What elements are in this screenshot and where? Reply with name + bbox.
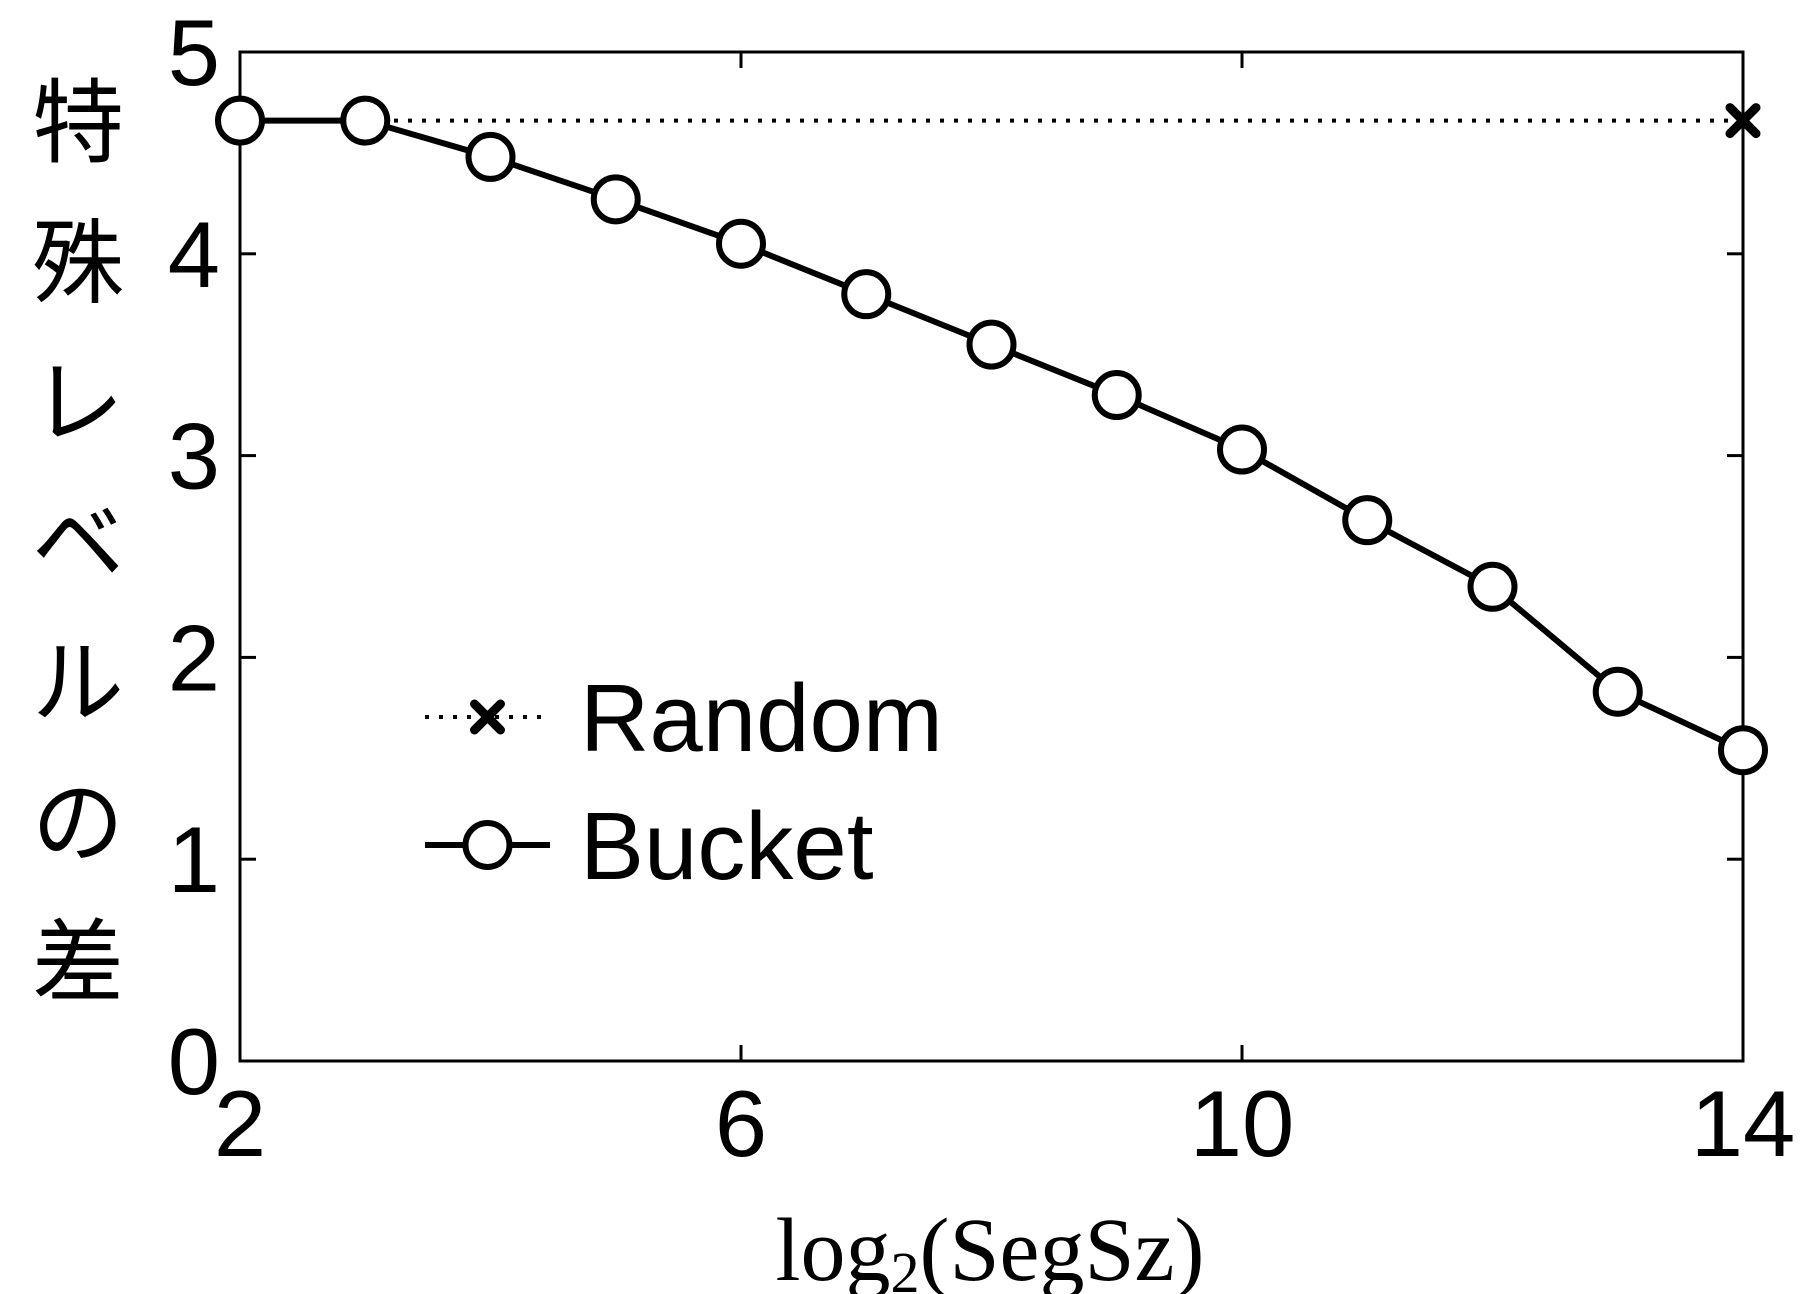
y-axis-label-char: ル bbox=[32, 630, 124, 737]
legend-random-marker bbox=[470, 699, 505, 735]
bucket-point bbox=[1342, 495, 1393, 546]
bucket-line bbox=[240, 117, 1745, 753]
series-random bbox=[222, 103, 1761, 139]
y-tick-label: 2 bbox=[168, 605, 220, 710]
plot-frame bbox=[238, 50, 1745, 1063]
bucket-point bbox=[1217, 424, 1267, 475]
x-axis-label: log2(SegSz) bbox=[776, 1201, 1205, 1294]
legend-random-label: Random bbox=[580, 665, 943, 772]
series-bucket bbox=[215, 95, 1768, 776]
y-axis-label-char: の bbox=[32, 770, 124, 877]
bucket-point bbox=[1467, 561, 1518, 612]
x-tick-label: 2 bbox=[214, 1071, 266, 1176]
y-axis-label-char: レ bbox=[32, 350, 124, 457]
y-axis-label-char: 差 bbox=[32, 910, 124, 1017]
series-layer bbox=[215, 95, 1768, 776]
bucket-point bbox=[465, 131, 516, 182]
y-tick-label: 4 bbox=[168, 202, 220, 307]
bucket-point bbox=[340, 95, 391, 146]
bucket-point bbox=[1718, 725, 1768, 776]
x-axis-label-subscript: 2 bbox=[891, 1240, 920, 1294]
x-axis-label-argument: (SegSz) bbox=[920, 1201, 1205, 1294]
y-axis-label-char: ベ bbox=[32, 490, 124, 597]
random-point bbox=[1725, 103, 1761, 139]
y-tick-label: 0 bbox=[168, 1009, 220, 1114]
x-tick-label: 10 bbox=[1190, 1071, 1295, 1176]
bucket-point bbox=[716, 218, 766, 269]
x-tick-label: 6 bbox=[715, 1071, 767, 1176]
bucket-point bbox=[1091, 370, 1142, 421]
bucket-point bbox=[966, 319, 1017, 370]
y-tick-label: 1 bbox=[168, 807, 220, 912]
y-axis-label-char: 特 bbox=[32, 70, 124, 177]
legend: Random Bucket bbox=[425, 665, 943, 900]
x-axis-label-log: log bbox=[776, 1201, 891, 1294]
bucket-point bbox=[841, 269, 892, 320]
axis-tick-labels: 2 6 10 14 0 1 2 3 4 5 bbox=[168, 0, 1796, 1176]
x-tick-label: 14 bbox=[1691, 1071, 1796, 1176]
legend-bucket-label: Bucket bbox=[580, 793, 873, 900]
bucket-point bbox=[590, 174, 641, 225]
y-axis-label: 特 殊 レ ベ ル の 差 bbox=[32, 70, 124, 1017]
legend-bucket-marker bbox=[462, 820, 513, 870]
y-tick-label: 5 bbox=[168, 0, 220, 105]
bucket-point bbox=[215, 95, 265, 146]
axis-ticks bbox=[238, 50, 1745, 1063]
y-axis-label-char: 殊 bbox=[32, 210, 124, 317]
bucket-point bbox=[1592, 666, 1643, 717]
y-tick-label: 3 bbox=[168, 404, 220, 509]
